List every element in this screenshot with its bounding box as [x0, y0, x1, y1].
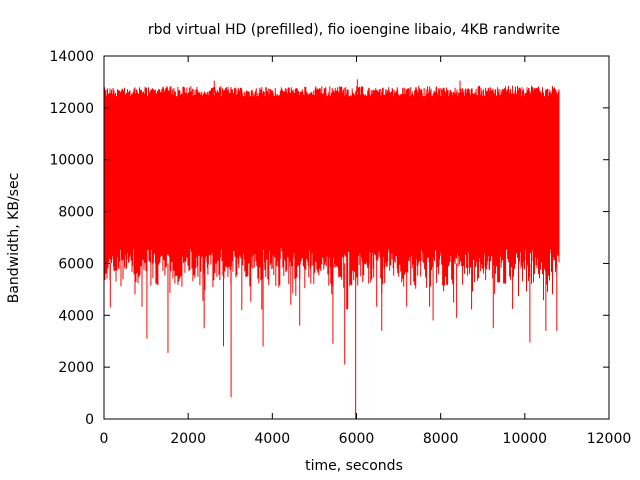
x-axis-title: time, seconds	[305, 458, 403, 474]
x-tick-label: 0	[100, 431, 109, 447]
x-tick-label: 12000	[587, 431, 632, 447]
y-tick-label: 6000	[58, 256, 94, 272]
x-axis: 0 2000 4000 6000 8000 10000 12000	[100, 56, 632, 447]
chart-title: rbd virtual HD (prefilled), fio ioengine…	[148, 22, 560, 38]
y-axis-title: Bandwidth, KB/sec	[6, 173, 22, 304]
y-tick-label: 14000	[49, 49, 94, 65]
series-layer	[103, 79, 560, 419]
x-tick-label: 10000	[503, 431, 548, 447]
y-tick-label: 10000	[49, 153, 94, 169]
y-tick-label: 8000	[58, 205, 94, 221]
y-tick-label: 12000	[49, 101, 94, 117]
y-tick-label: 4000	[58, 308, 94, 324]
x-tick-label: 2000	[170, 431, 206, 447]
x-tick-label: 4000	[255, 431, 291, 447]
y-tick-label: 2000	[58, 360, 94, 376]
series-band	[104, 96, 559, 246]
x-tick-label: 8000	[423, 431, 459, 447]
x-tick-label: 6000	[339, 431, 375, 447]
y-tick-label: 0	[85, 412, 94, 428]
y-axis: 0 2000 4000 6000 8000 10000 12000 14000	[49, 49, 609, 428]
